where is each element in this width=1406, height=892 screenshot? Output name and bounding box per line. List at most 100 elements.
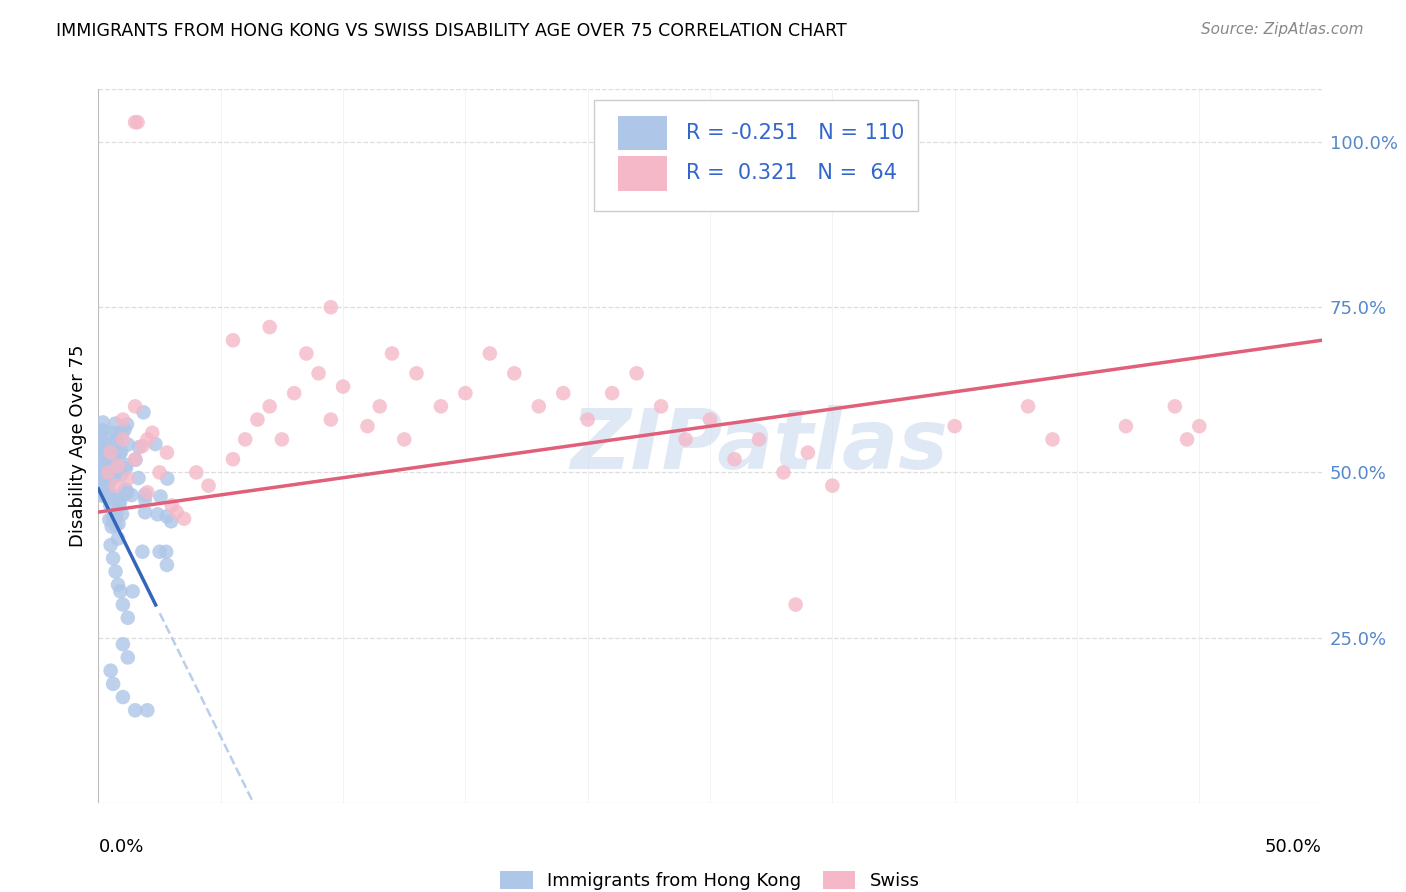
Point [600,386,623,401]
Point [91,479,114,493]
Point [259,320,281,334]
Point [1188,419,1211,434]
Text: ZIPatlas: ZIPatlas [569,406,948,486]
Bar [619,116,668,150]
Point [103,450,125,465]
Point [90,483,112,498]
Point [117,611,139,625]
Point [105,426,128,441]
Point [107,458,129,473]
Point [1164,400,1187,414]
Point [124,115,146,129]
Point [105,506,128,520]
Point [117,437,139,451]
Point [270,433,294,447]
Point [90,469,112,483]
Point [100,538,122,552]
Text: IMMIGRANTS FROM HONG KONG VS SWISS DISABILITY AGE OVER 75 CORRELATION CHART: IMMIGRANTS FROM HONG KONG VS SWISS DISAB… [56,22,846,40]
Point [93,469,115,483]
Point [131,439,153,453]
Point [110,467,132,482]
Point [107,532,129,546]
Point [141,425,163,440]
Point [117,650,139,665]
Point [90,452,112,467]
Point [160,514,183,528]
Point [90,447,112,461]
Point [93,437,115,451]
Text: 50.0%: 50.0% [1265,838,1322,856]
Text: R =  0.321   N =  64: R = 0.321 N = 64 [686,163,897,184]
Point [91,424,114,438]
Point [98,487,121,501]
Point [97,475,120,489]
Point [104,417,127,431]
Point [94,479,117,493]
Point [101,467,124,482]
Point [103,471,125,485]
Point [121,584,143,599]
Point [104,478,127,492]
Point [108,496,131,510]
Point [156,509,179,524]
Point [94,467,117,482]
Point [1017,400,1039,414]
Point [101,511,124,525]
Point [124,452,146,467]
Point [136,433,159,447]
Point [675,433,697,447]
Point [156,558,179,572]
Point [94,475,117,489]
Point [134,505,156,519]
Point [127,115,149,129]
Point [128,440,150,454]
Point [100,519,122,533]
Point [368,400,391,414]
Point [295,346,318,360]
Point [156,471,179,485]
Point [98,487,121,501]
Point [259,400,281,414]
Point [100,445,122,459]
Point [103,508,125,522]
Point [149,545,172,559]
Point [111,412,134,426]
Point [98,498,121,512]
Point [104,434,127,448]
Point [104,518,127,533]
Point [111,637,134,651]
Bar [619,156,668,191]
Point [93,458,115,473]
Point [124,400,146,414]
Point [107,495,129,509]
Point [111,426,134,441]
Point [332,379,354,393]
Point [131,545,153,559]
Point [1042,433,1064,447]
Point [136,703,159,717]
Point [100,467,122,481]
Point [478,346,501,360]
Point [173,511,195,525]
Point [96,447,118,461]
Point [381,346,404,360]
Point [197,478,219,492]
Legend: Immigrants from Hong Kong, Swiss: Immigrants from Hong Kong, Swiss [501,871,920,890]
Point [160,499,183,513]
Point [134,492,156,507]
Point [454,386,477,401]
Point [527,400,550,414]
Point [943,419,966,434]
Point [136,485,159,500]
Point [1175,433,1198,447]
Point [98,465,121,479]
Text: R = -0.251   N = 110: R = -0.251 N = 110 [686,123,904,143]
Point [96,449,118,463]
Point [100,664,122,678]
Point [98,466,121,480]
Point [319,300,342,314]
Point [98,513,121,527]
Point [111,433,134,447]
Point [283,386,305,401]
Point [650,400,672,414]
